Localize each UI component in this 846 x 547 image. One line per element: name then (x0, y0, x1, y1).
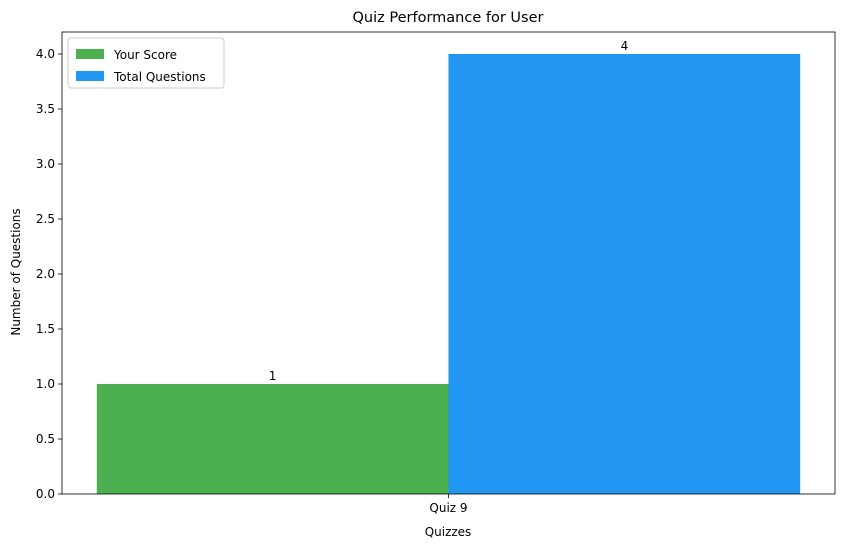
bar-your-score (96, 384, 449, 494)
x-tick-label: Quiz 9 (429, 501, 467, 515)
y-tick-label: 1.0 (36, 377, 55, 391)
y-axis-label: Number of Questions (9, 208, 23, 335)
y-tick-label: 3.5 (36, 102, 55, 116)
y-tick-label: 0.5 (36, 432, 55, 446)
legend-swatch (76, 49, 104, 59)
y-tick-label: 2.0 (36, 267, 55, 281)
y-tick-label: 2.5 (36, 212, 55, 226)
plot-area: 1 4 Quiz 9 0.0 0.5 1.0 1.5 2.0 2.5 3.0 3.5 4.0 (36, 31, 836, 515)
plot-frame (61, 31, 836, 495)
legend-label: Your Score (113, 48, 177, 62)
legend: Your Score Total Questions (67, 37, 225, 89)
y-tick-label: 1.5 (36, 322, 55, 336)
data-label: 1 (269, 369, 277, 383)
legend-swatch (76, 71, 104, 81)
bar-total-questions (448, 54, 801, 494)
chart-title: Quiz Performance for User (353, 10, 544, 26)
data-label: 4 (621, 39, 629, 53)
x-axis-label: Quizzes (425, 525, 472, 539)
y-tick-label: 0.0 (36, 487, 55, 501)
y-tick-label: 4.0 (36, 47, 55, 61)
y-tick-label: 3.0 (36, 157, 55, 171)
legend-label: Total Questions (113, 70, 206, 84)
legend-box (67, 37, 225, 89)
